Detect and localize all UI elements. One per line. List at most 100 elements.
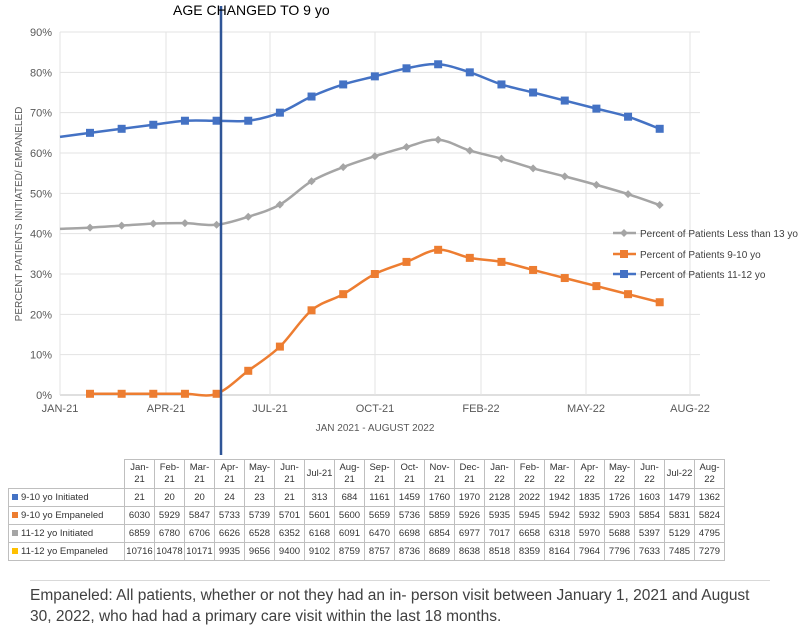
y-tick-label: 30% — [30, 269, 52, 281]
row-label: 11-12 yo Initiated — [8, 524, 125, 543]
legend-swatch — [12, 493, 18, 500]
table-cell: 5935 — [484, 506, 515, 525]
table-cell: 5397 — [634, 524, 665, 543]
table-cell: 5733 — [214, 506, 245, 525]
data-point — [339, 80, 348, 89]
table-cell: 2022 — [514, 488, 545, 507]
data-point — [117, 389, 126, 398]
table-column-header: May- 21 — [244, 459, 275, 489]
table-column-header: Jul-22 — [664, 459, 695, 489]
table-cell: 8759 — [334, 542, 365, 561]
data-point — [592, 104, 601, 113]
table-cell: 313 — [304, 488, 335, 507]
data-point — [86, 223, 94, 232]
age-change-annotation: AGE CHANGED TO 9 yo — [173, 2, 330, 18]
data-point — [497, 154, 506, 163]
table-cell: 5129 — [664, 524, 695, 543]
data-point — [560, 96, 569, 105]
table-row: 11-12 yo Initiated 6859 6780 6706 6626 6528 63… — [8, 524, 725, 543]
table-cell: 5970 — [574, 524, 605, 543]
footnote: Empaneled: All patients, whether or not … — [30, 580, 770, 627]
table-cell: 20 — [184, 488, 215, 507]
table-column-header: Jan- 21 — [124, 459, 155, 489]
table-cell: 5854 — [634, 506, 665, 525]
data-point — [370, 152, 379, 161]
data-point — [655, 298, 664, 307]
table-column-header: Sep- 21 — [364, 459, 395, 489]
table-row: 9-10 yo Empaneled 6030 5929 5847 5733 5739 570… — [8, 506, 725, 525]
y-tick-label: 10% — [30, 350, 52, 362]
table-cell: 5600 — [334, 506, 365, 525]
y-tick-label: 40% — [30, 229, 52, 241]
table-cell: 6706 — [184, 524, 215, 543]
data-point — [655, 201, 664, 210]
data-point — [497, 257, 506, 266]
x-tick-label: APR-21 — [147, 403, 186, 415]
table-cell: 20 — [154, 488, 185, 507]
table-cell: 6091 — [334, 524, 365, 543]
table-cell: 6528 — [244, 524, 275, 543]
row-label: 9-10 yo Initiated — [8, 488, 125, 507]
series-lines — [59, 60, 664, 398]
table-cell: 4795 — [694, 524, 725, 543]
data-point — [560, 172, 569, 181]
table-cell: 9400 — [274, 542, 305, 561]
data-point — [402, 257, 411, 266]
data-point — [529, 88, 538, 97]
table-cell: 6698 — [394, 524, 425, 543]
table-cell: 7633 — [634, 542, 665, 561]
data-point — [86, 389, 94, 398]
data-point — [465, 68, 474, 77]
table-cell: 5659 — [364, 506, 395, 525]
data-point — [212, 220, 221, 229]
data-point — [465, 146, 474, 155]
table-cell: 9656 — [244, 542, 275, 561]
table-cell: 6626 — [214, 524, 245, 543]
data-point — [339, 290, 348, 299]
table-cell: 21 — [274, 488, 305, 507]
data-point — [117, 221, 126, 230]
legend-label: Percent of Patients 11-12 yo — [640, 270, 766, 281]
table-cell: 1603 — [634, 488, 665, 507]
y-axis-ticks: 0% 10% 20% 30% 40% 50% 60% 70% 80% 90% — [30, 27, 52, 402]
table-row: 11-12 yo Empaneled 10716 10478 10171 9935 965… — [8, 542, 725, 561]
table-cell: 6859 — [124, 524, 155, 543]
data-point — [307, 92, 316, 101]
table-column-header: Feb- 21 — [154, 459, 185, 489]
data-point — [307, 177, 316, 186]
table-cell: 6977 — [454, 524, 485, 543]
data-point — [592, 180, 601, 189]
table-column-header: Nov- 21 — [424, 459, 455, 489]
data-point — [86, 128, 94, 137]
table-cell: 1942 — [544, 488, 575, 507]
data-point — [275, 342, 284, 351]
table-cell: 1362 — [694, 488, 725, 507]
table-cell: 5736 — [394, 506, 425, 525]
x-tick-label: FEB-22 — [462, 403, 499, 415]
y-tick-label: 60% — [30, 148, 52, 160]
table-cell: 5929 — [154, 506, 185, 525]
data-point — [529, 164, 538, 173]
data-point — [212, 389, 221, 398]
table-column-header: Jun- 21 — [274, 459, 305, 489]
y-tick-label: 0% — [36, 390, 52, 402]
table-column-header: Oct- 21 — [394, 459, 425, 489]
table-cell: 9102 — [304, 542, 335, 561]
table-cell: 5831 — [664, 506, 695, 525]
table-cell: 5942 — [544, 506, 575, 525]
table-cell: 5945 — [514, 506, 545, 525]
table-cell: 5926 — [454, 506, 485, 525]
data-point — [402, 142, 411, 151]
line-chart: 0% 10% 20% 30% 40% 50% 60% 70% 80% 90% JAN-21 APR-… — [14, 2, 798, 455]
gridlines — [59, 31, 700, 396]
legend-swatch — [12, 511, 18, 518]
table-cell: 1970 — [454, 488, 485, 507]
x-tick-label: JUL-21 — [252, 403, 287, 415]
table-column-header: Jul-21 — [304, 459, 335, 489]
data-point — [624, 190, 633, 199]
table-cell: 1479 — [664, 488, 695, 507]
table-column-header: Jan- 22 — [484, 459, 515, 489]
data-point — [149, 219, 158, 228]
data-point — [370, 270, 379, 278]
table-cell: 8736 — [394, 542, 425, 561]
